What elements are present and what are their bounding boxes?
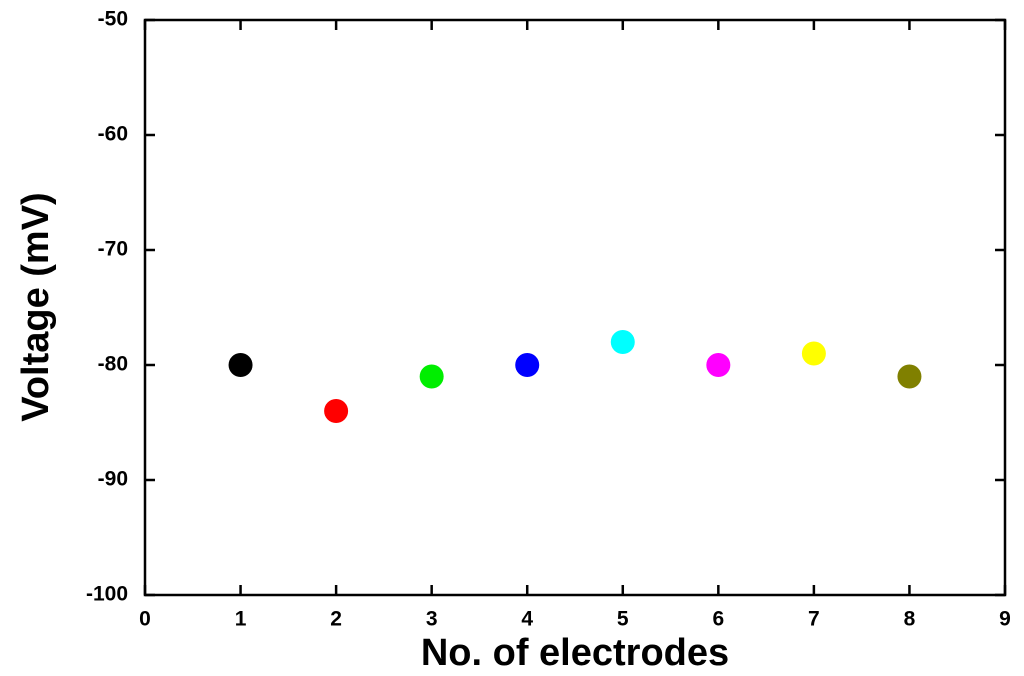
y-tick-label: -70: [98, 238, 128, 261]
x-tick-label: 2: [330, 608, 342, 631]
x-tick-label: 3: [426, 608, 438, 631]
x-tick-label: 7: [808, 608, 820, 631]
y-tick-label: -60: [98, 123, 128, 146]
x-tick-label: 8: [904, 608, 916, 631]
x-tick-label: 0: [139, 608, 151, 631]
plot-frame: [143, 18, 1007, 597]
y-tick-label: -90: [98, 468, 128, 491]
point: [419, 364, 444, 389]
point: [228, 353, 253, 377]
y-tick-label: -100: [86, 583, 128, 606]
point: [324, 399, 349, 423]
x-tick-label: 6: [712, 608, 724, 631]
y-tick-label: -80: [98, 353, 128, 376]
point: [897, 364, 922, 389]
point: [515, 353, 540, 377]
x-axis-title: No. of electrodes: [421, 632, 729, 674]
x-tick-label: 1: [235, 608, 247, 631]
point: [610, 330, 635, 354]
x-tick-label: 9: [999, 608, 1011, 631]
x-tick-label: 5: [617, 608, 629, 631]
y-tick-label: -50: [98, 8, 128, 31]
point: [706, 353, 731, 377]
y-axis-title: Voltage (mV): [15, 192, 57, 421]
x-tick-label: 4: [521, 608, 533, 631]
point: [801, 341, 826, 366]
